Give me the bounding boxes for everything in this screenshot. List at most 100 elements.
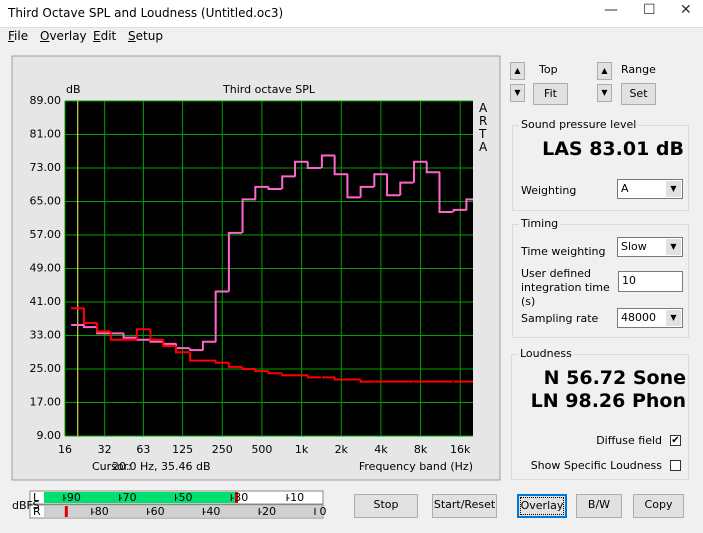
top-up[interactable]: ▲	[510, 62, 525, 80]
y-tick-label: 33.00	[30, 329, 62, 342]
meter-tick-label: -40	[202, 505, 220, 518]
select-value: 48000	[621, 311, 656, 324]
meter-tick-label: -70	[119, 491, 137, 504]
series-step	[122, 333, 137, 339]
meter-tick-label: 0	[320, 505, 327, 518]
series-step	[96, 322, 111, 333]
series-step	[267, 371, 282, 375]
series-step	[412, 160, 428, 183]
loudness-ln: LN 98.26 Phon	[530, 390, 686, 412]
meter-label: dBFS	[12, 499, 40, 512]
meter-channel: L	[33, 491, 40, 504]
x-tick-label: 32	[98, 443, 112, 456]
series-step	[399, 181, 414, 196]
maximize-button[interactable]: ☐	[643, 2, 656, 18]
meter-tick-label: -20	[258, 505, 276, 518]
time-weighting-select[interactable]: Slow ▼	[617, 237, 683, 257]
series-step	[201, 340, 217, 351]
series-step	[162, 339, 177, 347]
cursor-value: 20.0 Hz, 35.46 dB	[112, 460, 211, 473]
weighting-select[interactable]: A ▼	[617, 179, 683, 199]
series-step	[254, 185, 269, 200]
series-step	[333, 377, 348, 381]
group-title: Loudness	[518, 347, 574, 360]
meter-tick-label: -60	[147, 505, 165, 518]
x-tick-label: 16k	[450, 443, 471, 456]
series-step	[189, 352, 204, 362]
x-tick-label: 2k	[335, 443, 349, 456]
meter-channel: R	[33, 505, 41, 518]
y-tick-label: 41.00	[30, 295, 62, 308]
close-button[interactable]: ✕	[680, 2, 692, 18]
minimize-button[interactable]: —	[604, 2, 618, 18]
x-tick-label: 500	[251, 443, 272, 456]
x-tick-label: 250	[212, 443, 233, 456]
bw-button[interactable]: B/W	[576, 494, 622, 518]
series-step	[214, 290, 229, 342]
top-down[interactable]: ▼	[510, 84, 525, 102]
loudness-n: N 56.72 Sone	[543, 367, 686, 389]
series-step	[109, 331, 125, 341]
x-tick-label: 125	[172, 443, 193, 456]
meter-fill	[44, 492, 237, 503]
series-step	[189, 348, 204, 352]
range-up[interactable]: ▲	[597, 62, 612, 80]
series-step	[320, 154, 336, 168]
sampling-select[interactable]: 48000 ▼	[617, 308, 683, 328]
series-step	[241, 366, 256, 370]
menu-item[interactable]: Edit	[93, 29, 117, 43]
y-tick-label: 65.00	[30, 195, 62, 208]
x-tick-label: 16	[58, 443, 72, 456]
series-step	[465, 198, 473, 210]
set-button[interactable]: Set	[621, 83, 656, 105]
integration-input[interactable]: 10	[618, 271, 683, 292]
y-axis-label: dB	[66, 83, 81, 96]
select-value: A	[621, 182, 629, 195]
y-tick-label: 25.00	[30, 362, 62, 375]
spl-group: Sound pressure level LAS 83.01 dB Weight…	[512, 118, 689, 211]
fit-button[interactable]: Fit	[533, 83, 568, 105]
start-reset-button[interactable]: Start/Reset	[432, 494, 497, 518]
plot-lines	[71, 101, 473, 436]
y-tick-label: 57.00	[30, 228, 62, 241]
series-step	[346, 174, 361, 199]
series-step	[373, 173, 388, 187]
integration-label: User defined integration time (s)	[521, 267, 610, 308]
meter-tick-label: -50	[175, 491, 193, 504]
copy-button[interactable]: Copy	[633, 494, 684, 518]
series-step	[386, 174, 401, 197]
title-bar: Third Octave SPL and Loudness (Untitled.…	[0, 0, 703, 28]
window-title: Third Octave SPL and Loudness (Untitled.…	[8, 6, 284, 20]
meter-tick-label: -80	[91, 505, 109, 518]
top-label: Top	[539, 63, 558, 76]
chart-title: Third octave SPL	[222, 83, 316, 96]
series-step	[149, 329, 164, 341]
group-title: Timing	[519, 217, 561, 230]
series-step	[135, 328, 151, 340]
y-tick-label: 73.00	[30, 161, 62, 174]
sampling-label: Sampling rate	[521, 312, 599, 325]
time-weighting-label: Time weighting	[521, 245, 606, 258]
meter-tick-label: -30	[230, 491, 248, 504]
meter-tick-label: -10	[286, 491, 304, 504]
x-tick-label: 1k	[295, 443, 309, 456]
series-step	[359, 185, 374, 198]
stop-button[interactable]: Stop	[354, 494, 418, 518]
menu-item[interactable]: Overlay	[40, 29, 87, 43]
series-step	[333, 155, 348, 176]
menu-item[interactable]: File	[8, 29, 29, 43]
x-tick-label: 8k	[414, 443, 428, 456]
select-value: Slow	[621, 240, 647, 253]
diffuse-checkbox[interactable]: ✔	[670, 435, 681, 446]
x-axis-label: Frequency band (Hz)	[359, 460, 473, 473]
series-step	[306, 375, 321, 379]
loudness-group: Loudness N 56.72 Sone LN 98.26 Phon Diff…	[511, 347, 689, 480]
range-down[interactable]: ▼	[597, 84, 612, 102]
specific-label: Show Specific Loudness	[530, 459, 662, 472]
overlay-button[interactable]: Overlay	[517, 494, 567, 518]
specific-checkbox[interactable]	[670, 460, 681, 471]
y-tick-label: 17.00	[30, 396, 62, 409]
menu-item[interactable]: Setup	[128, 29, 163, 43]
